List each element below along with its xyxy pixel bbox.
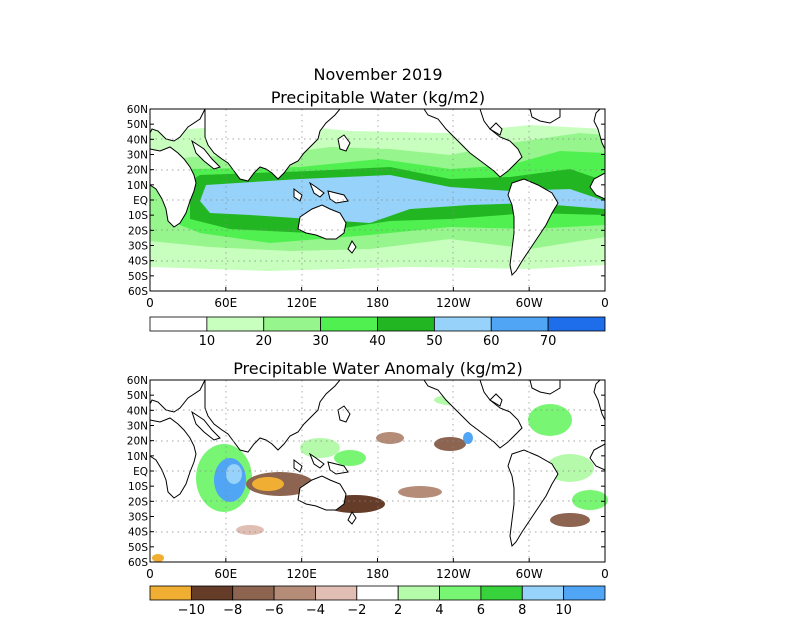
colorbar-swatch bbox=[521, 585, 565, 601]
latitude-labels: 60N 50N 40N 30N 20N 10N EQ 10S 20S 30S 40S 50S 60S bbox=[127, 375, 605, 569]
longitude-label: 60E bbox=[214, 567, 237, 581]
colorbar-label: −2 bbox=[347, 603, 366, 618]
colorbar-label: 50 bbox=[426, 334, 443, 349]
anomaly-colorbar: −10 −8 −6 −4 −2 2 4 6 8 10 bbox=[149, 585, 606, 618]
latitude-label: 20S bbox=[128, 225, 148, 237]
latitude-label: 10N bbox=[127, 180, 148, 192]
colorbar-swatch bbox=[490, 316, 549, 332]
latitude-label: 60S bbox=[128, 286, 148, 298]
colorbar-label: 4 bbox=[435, 603, 443, 618]
longitude-label: 60E bbox=[214, 296, 237, 310]
latitude-label: 60N bbox=[127, 375, 148, 387]
anomaly-title: Precipitable Water Anomaly (kg/m2) bbox=[233, 359, 523, 378]
colorbar-swatch bbox=[480, 585, 523, 601]
colorbar-label: 6 bbox=[477, 603, 485, 618]
colorbar-swatch bbox=[563, 585, 606, 601]
figure-title-month: November 2019 bbox=[313, 65, 442, 84]
colorbar-swatch bbox=[315, 585, 358, 601]
colorbar-swatch bbox=[206, 316, 265, 332]
longitude-label: 120E bbox=[286, 296, 317, 310]
latitude-label: 50N bbox=[127, 390, 148, 402]
latitude-label: 60S bbox=[128, 557, 148, 569]
longitude-label: 0 bbox=[601, 296, 609, 310]
latitude-label: 50S bbox=[128, 271, 148, 283]
colorbar-label: 2 bbox=[394, 603, 402, 618]
latitude-label: EQ bbox=[133, 466, 148, 478]
colorbar-label: 20 bbox=[255, 334, 272, 349]
colorbar-swatch bbox=[547, 316, 606, 332]
colorbar-swatch bbox=[397, 585, 440, 601]
colorbar-label: 10 bbox=[555, 603, 572, 618]
colorbar-swatch bbox=[149, 585, 192, 601]
anomaly-field bbox=[149, 379, 608, 562]
colorbar-swatch bbox=[149, 316, 208, 332]
colorbar-swatch bbox=[377, 316, 435, 332]
latitude-label: 10S bbox=[128, 210, 148, 222]
longitude-labels: 0 60E 120E 180 120W 60W 0 bbox=[146, 558, 609, 581]
longitude-label: 60W bbox=[516, 567, 543, 581]
colorbar-swatch bbox=[320, 316, 378, 332]
colorbar-swatch bbox=[263, 316, 322, 332]
longitude-label: 0 bbox=[146, 567, 154, 581]
latitude-labels: 60N 50N 40N 30N 20N 10N EQ 10S 20S 30S 40S 50S 60S bbox=[127, 104, 605, 298]
colorbar-swatch bbox=[190, 585, 234, 601]
colorbar-label: −8 bbox=[223, 603, 242, 618]
latitude-label: EQ bbox=[133, 195, 148, 207]
longitude-label: 180 bbox=[366, 296, 389, 310]
latitude-label: 40N bbox=[127, 405, 148, 417]
longitude-label: 180 bbox=[366, 567, 389, 581]
latitude-label: 10N bbox=[127, 451, 148, 463]
latitude-label: 50S bbox=[128, 542, 148, 554]
latitude-label: 40S bbox=[128, 527, 148, 539]
precipitable-water-anomaly-map: 60N 50N 40N 30N 20N 10N EQ 10S 20S 30S 40S 50S 60S 0… bbox=[127, 375, 609, 581]
latitude-label: 40S bbox=[128, 256, 148, 268]
longitude-label: 60W bbox=[516, 296, 543, 310]
latitude-label: 60N bbox=[127, 104, 148, 116]
colorbar-swatch bbox=[439, 585, 482, 601]
longitude-label: 120W bbox=[436, 296, 471, 310]
longitude-label: 0 bbox=[601, 567, 609, 581]
colorbar-label: −10 bbox=[178, 603, 205, 618]
latitude-label: 30N bbox=[127, 421, 148, 433]
precipitable-water-map: 60N 50N 40N 30N 20N 10N EQ 10S 20S 30S 40S 50S 60S 0… bbox=[127, 104, 609, 310]
latitude-label: 20N bbox=[127, 436, 148, 448]
precipitable-water-field bbox=[149, 108, 606, 291]
colorbar-swatch bbox=[232, 585, 275, 601]
latitude-label: 20S bbox=[128, 496, 148, 508]
latitude-label: 30S bbox=[128, 512, 148, 524]
colorbar-label: 70 bbox=[540, 334, 557, 349]
colorbar-swatch bbox=[273, 585, 316, 601]
colorbar-swatch bbox=[356, 585, 399, 601]
latitude-label: 20N bbox=[127, 165, 148, 177]
latitude-label: 30N bbox=[127, 150, 148, 162]
colorbar-label: −6 bbox=[265, 603, 284, 618]
colorbar-swatch bbox=[433, 316, 492, 332]
longitude-label: 0 bbox=[146, 296, 154, 310]
colorbar-label: −4 bbox=[306, 603, 325, 618]
figure-title-variable: Precipitable Water (kg/m2) bbox=[271, 88, 485, 107]
colorbar-label: 8 bbox=[518, 603, 526, 618]
longitude-labels: 0 60E 120E 180 120W 60W 0 bbox=[146, 287, 609, 310]
longitude-label: 120W bbox=[436, 567, 471, 581]
colorbar-label: 40 bbox=[369, 334, 386, 349]
colorbar-label: 10 bbox=[199, 334, 216, 349]
latitude-label: 40N bbox=[127, 134, 148, 146]
latitude-label: 10S bbox=[128, 481, 148, 493]
colorbar-label: 60 bbox=[483, 334, 500, 349]
latitude-label: 50N bbox=[127, 119, 148, 131]
latitude-label: 30S bbox=[128, 241, 148, 253]
precipitable-water-colorbar: 10 20 30 40 50 60 70 bbox=[149, 316, 606, 349]
longitude-label: 120E bbox=[286, 567, 317, 581]
colorbar-label: 30 bbox=[312, 334, 329, 349]
